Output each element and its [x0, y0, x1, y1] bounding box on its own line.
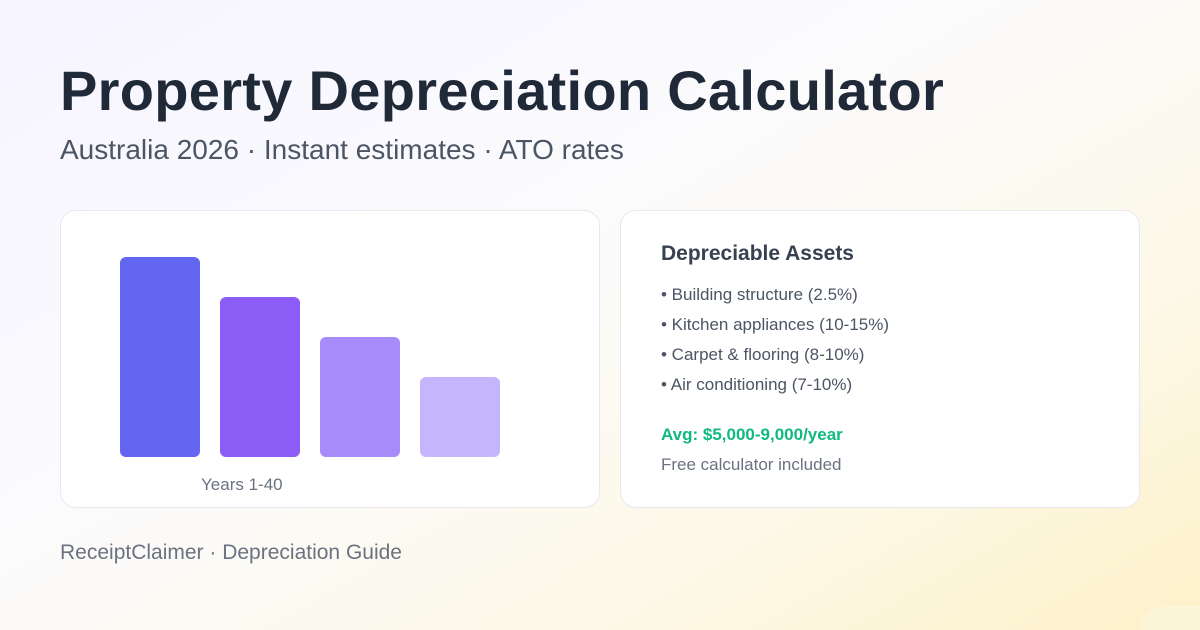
- list-item: • Air conditioning (7-10%): [661, 375, 853, 394]
- footer-brand: ReceiptClaimer · Depreciation Guide: [60, 541, 402, 564]
- chart-bar: [220, 297, 300, 457]
- chart-bar: [320, 337, 400, 457]
- decorative-corner: [1140, 606, 1200, 630]
- chart-x-label: Years 1-40: [201, 475, 283, 494]
- page-subtitle: Australia 2026 · Instant estimates · ATO…: [60, 134, 624, 165]
- depreciable-assets-card: Depreciable Assets • Building structure …: [620, 210, 1140, 508]
- calculator-note: Free calculator included: [661, 455, 842, 474]
- list-item: • Kitchen appliances (10-15%): [661, 315, 890, 334]
- depreciation-chart-card: Years 1-40: [60, 210, 600, 508]
- page-title: Property Depreciation Calculator: [60, 59, 945, 122]
- chart-bar: [120, 257, 200, 457]
- average-value: Avg: $5,000-9,000/year: [661, 425, 843, 444]
- list-item: • Building structure (2.5%): [661, 285, 858, 304]
- list-item: • Carpet & flooring (8-10%): [661, 345, 865, 364]
- assets-list: • Building structure (2.5%) • Kitchen ap…: [661, 285, 889, 405]
- chart-bar: [420, 377, 500, 457]
- assets-title: Depreciable Assets: [661, 242, 854, 265]
